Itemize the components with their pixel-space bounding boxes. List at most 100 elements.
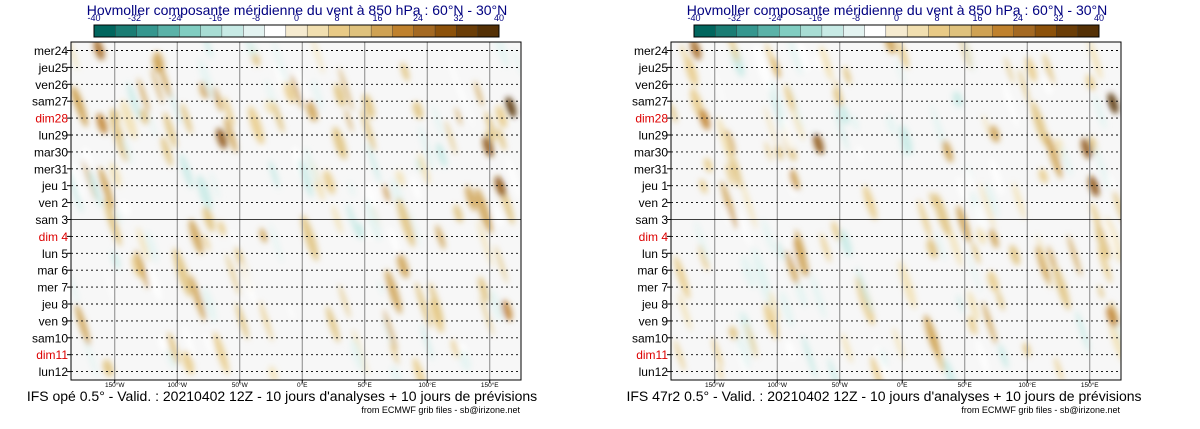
x-tick-label: 100°E [418, 381, 436, 389]
panel-credit: from ECMWF grib files - sb@irizone.net [961, 405, 1120, 415]
colorbar-tick-label: -24 [768, 13, 781, 23]
colorbar-tick-label: 32 [1053, 13, 1063, 23]
colorbar-swatch [843, 24, 866, 38]
colorbar-swatch [757, 24, 780, 38]
colorbar-swatch [1056, 24, 1079, 38]
colorbar-swatch [1077, 24, 1100, 38]
y-tick-label: mar 6 [37, 264, 68, 278]
y-tick-label: lun 5 [642, 247, 668, 261]
x-tick-label: 150°W [105, 381, 125, 389]
x-tick-label: 0°E [297, 381, 308, 389]
y-tick-label: ven 2 [639, 196, 669, 210]
colorbar-swatch [200, 24, 223, 38]
y-tick-label: dim 4 [639, 230, 669, 244]
colorbar-swatch [157, 24, 180, 38]
x-tick-label: 150°E [1081, 381, 1099, 389]
panel-title: Hovmoller composante méridienne du vent … [87, 2, 508, 18]
colorbar-tick-label: -24 [168, 13, 181, 23]
y-tick-label: jeu 1 [641, 179, 668, 193]
y-tick-label: mer24 [634, 44, 668, 58]
colorbar-swatch [456, 24, 479, 38]
colorbar-tick-label: -40 [687, 13, 700, 23]
colorbar-swatch [864, 24, 887, 38]
colorbar-tick-label: -8 [252, 13, 260, 23]
colorbar-swatch [992, 24, 1015, 38]
y-tick-label: ven26 [35, 78, 68, 92]
colorbar-swatch [93, 24, 116, 38]
y-tick-label: dim 4 [39, 230, 69, 244]
y-tick-label: sam 3 [35, 213, 68, 227]
y-tick-label: mer 7 [37, 281, 68, 295]
x-tick-label: 50°E [358, 381, 373, 389]
x-tick-label: 100°E [1018, 381, 1036, 389]
colorbar-swatch [370, 24, 393, 38]
y-tick-label: ven 2 [39, 196, 69, 210]
x-tick-label: 50°W [232, 381, 249, 389]
colorbar-tick-label: 24 [1013, 13, 1023, 23]
colorbar-tick-label: 40 [1094, 13, 1104, 23]
colorbar-swatch [285, 24, 308, 38]
colorbar-tick-label: -32 [728, 13, 741, 23]
colorbar: -40 -32 -24 -16 -8 0 8 16 24 32 40 [687, 13, 1104, 38]
y-tick-label: mer24 [34, 44, 68, 58]
colorbar-tick-label: 24 [413, 13, 423, 23]
y-tick-label: sam10 [32, 331, 68, 345]
x-tick-label: 0°E [897, 381, 908, 389]
panel-footer: IFS opé 0.5° - Valid. : 20210402 12Z - 1… [27, 388, 537, 404]
colorbar-tick-label: 32 [453, 13, 463, 23]
y-tick-label: mer31 [34, 162, 68, 176]
colorbar-swatch [1034, 24, 1057, 38]
colorbar-tick-label: -8 [852, 13, 860, 23]
colorbar-swatch [715, 24, 738, 38]
colorbar-swatch [949, 24, 972, 38]
colorbar-tick-label: 16 [372, 13, 382, 23]
y-tick-label: mer31 [634, 162, 668, 176]
colorbar-swatch [693, 24, 716, 38]
y-tick-label: jeu 1 [41, 179, 68, 193]
panel-credit: from ECMWF grib files - sb@irizone.net [361, 405, 520, 415]
colorbar-tick-label: -16 [209, 13, 222, 23]
colorbar-tick-label: 16 [972, 13, 982, 23]
plot-area: mer24 jeu25 ven26 sam27 dim28 lun29 mar30 mer31… [632, 41, 1122, 389]
colorbar-swatch [434, 24, 457, 38]
colorbar-swatch [243, 24, 266, 38]
colorbar-swatch [821, 24, 844, 38]
colorbar: -40 -32 -24 -16 -8 0 8 16 24 32 40 [87, 13, 504, 38]
y-tick-label: lun29 [39, 129, 69, 143]
colorbar-swatch [736, 24, 759, 38]
y-tick-label: jeu 8 [41, 298, 68, 312]
y-tick-label: ven26 [635, 78, 668, 92]
panel-47r2: Hovmoller composante méridienne du vent … [626, 2, 1141, 415]
x-tick-label: 50°W [832, 381, 849, 389]
x-tick-label: 50°E [958, 381, 973, 389]
colorbar-swatch [136, 24, 159, 38]
colorbar-tick-label: -40 [87, 13, 100, 23]
plot-area: mer24 jeu25 ven26 sam27 dim28 lun29 mar30 mer31… [32, 41, 522, 389]
colorbar-swatch [885, 24, 908, 38]
y-tick-label: mar30 [634, 145, 668, 159]
colorbar-swatch [179, 24, 202, 38]
colorbar-swatch [800, 24, 823, 38]
y-tick-label: jeu 8 [641, 298, 668, 312]
colorbar-swatch [306, 24, 329, 38]
y-tick-label: dim28 [635, 112, 668, 126]
colorbar-tick-label: 40 [494, 13, 504, 23]
y-tick-label: dim28 [35, 112, 68, 126]
y-tick-label: dim11 [36, 348, 68, 362]
colorbar-swatch [970, 24, 993, 38]
y-tick-label: mar 6 [637, 264, 668, 278]
y-tick-label: dim11 [636, 348, 668, 362]
colorbar-swatch [392, 24, 415, 38]
x-tick-label: 150°W [705, 381, 725, 389]
colorbar-swatch [906, 24, 929, 38]
colorbar-swatch [221, 24, 244, 38]
panel-ope: Hovmoller composante méridienne du vent … [27, 2, 537, 415]
colorbar-tick-label: -16 [809, 13, 822, 23]
x-tick-label: 100°W [767, 381, 787, 389]
colorbar-swatch [779, 24, 802, 38]
x-tick-label: 100°W [167, 381, 187, 389]
colorbar-swatch [328, 24, 351, 38]
colorbar-tick-label: -32 [128, 13, 141, 23]
y-tick-label: sam27 [632, 95, 668, 109]
